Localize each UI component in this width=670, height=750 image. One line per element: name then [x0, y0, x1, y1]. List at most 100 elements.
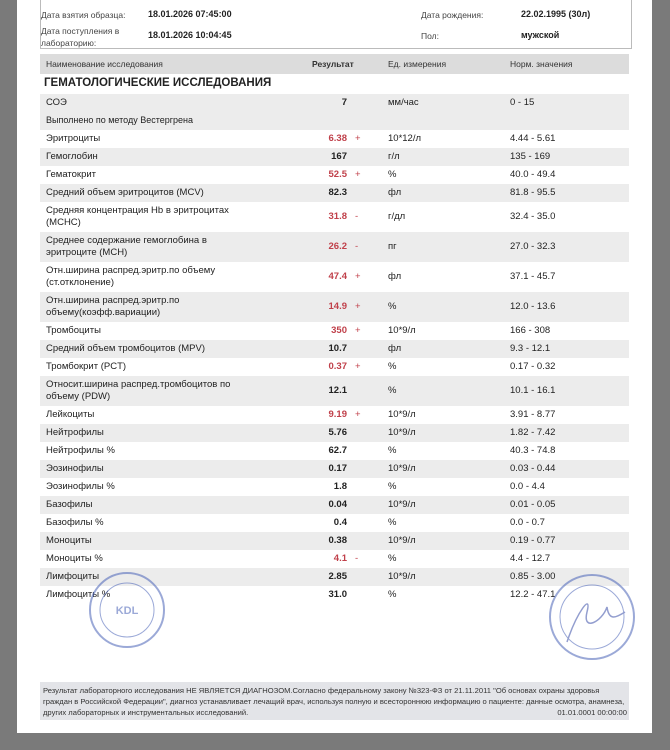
table-row: Нейтрофилы % 62.7% 40.3 - 74.8: [40, 442, 629, 460]
table-row: Эозинофилы 0.17 10*9/л 0.03 - 0.44: [40, 460, 629, 478]
table-body: СОЭ 7 мм/час 0 - 15 Выполнено по методу Вест…: [40, 94, 629, 604]
test-name: Лимфоциты: [46, 571, 100, 582]
reference-range: 0 - 15: [510, 97, 535, 108]
test-name: Гемоглобин: [46, 151, 98, 162]
reference-range: 135 - 169: [510, 151, 551, 162]
test-name: Среднее содержание гемоглобина в эритроц…: [46, 235, 207, 258]
reference-range: 166 - 308: [510, 325, 551, 336]
reference-range: 40.0 - 49.4: [510, 169, 556, 180]
test-unit: %: [388, 361, 397, 372]
table-row: Эозинофилы % 1.8% 0.0 - 4.4: [40, 478, 629, 496]
test-result: 31.0: [328, 589, 348, 600]
test-result: 2.85: [328, 571, 348, 582]
reference-range: 0.01 - 0.05: [510, 499, 556, 510]
abnormal-flag: +: [355, 361, 361, 372]
test-result: 82.3: [328, 187, 348, 198]
table-row: Моноциты 0.38 10*9/л 0.19 - 0.77: [40, 532, 629, 550]
test-name: Эозинофилы: [46, 463, 104, 474]
table-row: Лейкоциты 9.19 +10*9/л 3.91 - 8.77: [40, 406, 629, 424]
test-result: 7: [341, 97, 347, 108]
reference-range: 9.3 - 12.1: [510, 343, 551, 354]
table-row: Базофилы % 0.4% 0.0 - 0.7: [40, 514, 629, 532]
reference-range: 27.0 - 32.3: [510, 241, 556, 252]
test-name: Моноциты %: [46, 553, 103, 564]
test-unit: 10*9/л: [388, 427, 416, 438]
table-row: Отн.ширина распред.эритр.по объему(коэфф…: [40, 292, 629, 322]
sex-label: Пол:: [421, 31, 439, 41]
test-result: 62.7: [328, 445, 348, 456]
test-result: 26.2: [328, 241, 348, 252]
disclaimer-footer: Результат лабораторного исследования НЕ …: [40, 682, 629, 720]
test-unit: фл: [388, 271, 402, 282]
section-title: ГЕМАТОЛОГИЧЕСКИЕ ИССЛЕДОВАНИЯ: [44, 77, 272, 89]
test-name: Относит.ширина распред.тромбоцитов по об…: [46, 379, 231, 402]
test-name: Средний объем тромбоцитов (MPV): [46, 343, 206, 354]
test-result: 6.38: [328, 133, 348, 144]
table-row: СОЭ 7 мм/час 0 - 15: [40, 94, 629, 112]
test-name: Средний объем эритроцитов (MCV): [46, 187, 204, 198]
table-row: Гематокрит 52.5 +% 40.0 - 49.4: [40, 166, 629, 184]
header-norm: Норм. значения: [510, 59, 573, 69]
footer-datetime: 01.01.0001 00:00:00: [557, 708, 627, 717]
doctor-stamp-right: [549, 574, 635, 660]
test-unit: 10*9/л: [388, 409, 416, 420]
test-unit: %: [388, 385, 397, 396]
reference-range: 81.8 - 95.5: [510, 187, 556, 198]
test-result: 31.8: [328, 211, 348, 222]
method-note: Выполнено по методу Вестергрена: [40, 112, 629, 130]
abnormal-flag: +: [355, 409, 361, 420]
test-result: 0.38: [328, 535, 348, 546]
lab-date: 18.01.2026 10:04:45: [148, 30, 232, 40]
header-result: Результат: [312, 59, 354, 69]
reference-range: 40.3 - 74.8: [510, 445, 556, 456]
table-row: Эритроциты 6.38 +10*12/л 4.44 - 5.61: [40, 130, 629, 148]
test-result: 0.04: [328, 499, 348, 510]
test-result: 167: [331, 151, 347, 162]
test-unit: фл: [388, 187, 402, 198]
test-result: 52.5: [328, 169, 348, 180]
abnormal-flag: -: [355, 241, 359, 252]
header-unit: Ед. измерения: [388, 59, 447, 69]
test-name: Гематокрит: [46, 169, 97, 180]
reference-range: 32.4 - 35.0: [510, 211, 556, 222]
test-result: 4.1: [333, 553, 347, 564]
test-unit: мм/час: [388, 97, 419, 108]
reference-range: 1.82 - 7.42: [510, 427, 556, 438]
sample-date: 18.01.2026 07:45:00: [148, 9, 232, 19]
reference-range: 3.91 - 8.77: [510, 409, 556, 420]
table-row: Гемоглобин 167 г/л 135 - 169: [40, 148, 629, 166]
disclaimer-text: Результат лабораторного исследования НЕ …: [43, 686, 625, 717]
signature-icon: [566, 603, 626, 643]
table-row: Средний объем тромбоцитов (MPV) 10.7 фл 9.3…: [40, 340, 629, 358]
results-table: Наименование исследования Результат Ед. …: [40, 54, 629, 604]
birth-date: 22.02.1995 (30л): [521, 9, 591, 19]
abnormal-flag: -: [355, 211, 359, 222]
reference-range: 0.17 - 0.32: [510, 361, 556, 372]
test-name: Отн.ширина распред.эритр.по объему(коэфф…: [46, 295, 180, 318]
test-unit: 10*12/л: [388, 133, 422, 144]
header-name: Наименование исследования: [46, 59, 163, 69]
abnormal-flag: +: [355, 325, 361, 336]
test-unit: %: [388, 445, 397, 456]
test-result: 5.76: [328, 427, 348, 438]
test-name: Лейкоциты: [46, 409, 95, 420]
reference-range: 0.03 - 0.44: [510, 463, 556, 474]
test-result: 10.7: [328, 343, 348, 354]
test-unit: 10*9/л: [388, 535, 416, 546]
test-name: Моноциты: [46, 535, 92, 546]
sample-date-label: Дата взятия образца:: [41, 10, 126, 20]
reference-range: 37.1 - 45.7: [510, 271, 556, 282]
test-result: 350: [331, 325, 347, 336]
table-row: Базофилы 0.04 10*9/л 0.01 - 0.05: [40, 496, 629, 514]
test-name: Лимфоциты %: [46, 589, 111, 600]
table-row: Моноциты % 4.1-% 4.4 - 12.7: [40, 550, 629, 568]
abnormal-flag: +: [355, 301, 361, 312]
report-page: Дата взятия образца: 18.01.2026 07:45:00…: [17, 0, 652, 733]
test-unit: %: [388, 301, 397, 312]
lab-date-label: Дата поступления в лабораторию:: [41, 26, 120, 48]
test-unit: 10*9/л: [388, 325, 416, 336]
test-unit: 10*9/л: [388, 463, 416, 474]
test-name: Базофилы %: [46, 517, 104, 528]
abnormal-flag: +: [355, 169, 361, 180]
test-unit: 10*9/л: [388, 571, 416, 582]
